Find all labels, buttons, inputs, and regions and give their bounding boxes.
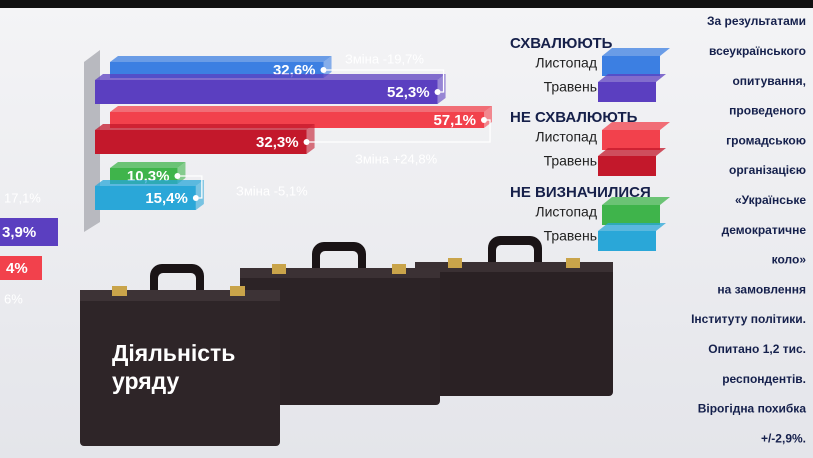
side-text: Вірогідна похибка [698, 402, 807, 416]
caption: Діяльність [112, 340, 235, 366]
side-text: опитування, [732, 74, 806, 88]
legend-swatch [602, 205, 660, 225]
side-text: організацією [729, 163, 806, 177]
legend-label: Травень [544, 228, 597, 244]
side-text: на замовлення [717, 282, 806, 296]
legend-title: НЕ СХВАЛЮЮТЬ [510, 109, 638, 126]
side-text: коло» [772, 253, 807, 267]
legend-title: СХВАЛЮЮТЬ [510, 35, 613, 52]
bar-end-dot [303, 139, 310, 145]
legend-label: Листопад [535, 204, 597, 220]
bar [95, 80, 438, 104]
side-text: Інституту політики. [691, 312, 806, 326]
legend-label: Травень [544, 79, 597, 95]
annotation: Зміна +24,8% [355, 151, 438, 166]
legend-swatch [602, 130, 660, 150]
bracket [309, 119, 491, 143]
caption: уряду [112, 368, 180, 394]
fragment-text: 4% [6, 260, 28, 277]
value-label: 57,1% [433, 112, 476, 129]
side-text: +/-2,9%. [761, 431, 806, 445]
bar-side [323, 56, 332, 78]
fragment-text: 6% [4, 291, 23, 306]
bar-side [177, 162, 186, 184]
bar-top [110, 56, 332, 62]
bar-end-dot [481, 117, 488, 123]
legend-swatch [602, 56, 660, 76]
bar-top [110, 162, 186, 168]
side-text: Опитано 1,2 тис. [708, 342, 806, 356]
top-border [0, 0, 813, 8]
briefcases [80, 236, 613, 446]
legend-label: Листопад [535, 55, 597, 71]
legend-swatch-top [602, 197, 670, 205]
fragment-bar [0, 218, 58, 246]
legend-swatch-top [602, 122, 670, 130]
legend-swatch-top [598, 74, 666, 82]
side-text: демократичне [722, 223, 807, 237]
legend-label: Травень [544, 153, 597, 169]
fragment-text: 17,1% [4, 190, 41, 205]
legend-swatch-top [598, 148, 666, 156]
legend-swatch-top [602, 48, 670, 56]
fragment-text: 3,9% [2, 224, 36, 241]
legend-swatch [598, 82, 656, 102]
legend-label: Листопад [535, 129, 597, 145]
bar-top [95, 180, 204, 186]
bar [95, 130, 307, 154]
bar-side [306, 124, 315, 154]
bar-end-dot [434, 89, 441, 95]
value-label: 52,3% [387, 84, 430, 101]
bar-end-dot [192, 195, 199, 201]
side-text: «Українське [735, 193, 806, 207]
side-text: За результатами [707, 14, 806, 28]
legend-title: НЕ ВИЗНАЧИЛИСЯ [510, 184, 651, 201]
bar [95, 186, 196, 210]
fragment-bar [0, 256, 42, 280]
legend-swatch [598, 231, 656, 251]
bracket [180, 175, 203, 199]
bar-top [110, 106, 493, 112]
bar-top [95, 124, 315, 130]
bar-end-dot [174, 173, 181, 179]
annotation: Зміна -5,1% [236, 183, 308, 198]
side-text: проведеного [729, 104, 806, 118]
side-text: респондентів. [722, 372, 806, 386]
bar-top [95, 74, 446, 80]
bar-end-dot [320, 67, 327, 73]
annotation: Зміна -19,7% [345, 51, 424, 66]
legend-swatch-top [598, 223, 666, 231]
legend-swatch [598, 156, 656, 176]
bracket [326, 69, 445, 93]
value-label: 15,4% [145, 190, 188, 207]
side-text: громадською [726, 133, 806, 147]
side-text: всеукраїнського [709, 44, 806, 58]
value-label: 32,3% [256, 134, 299, 151]
